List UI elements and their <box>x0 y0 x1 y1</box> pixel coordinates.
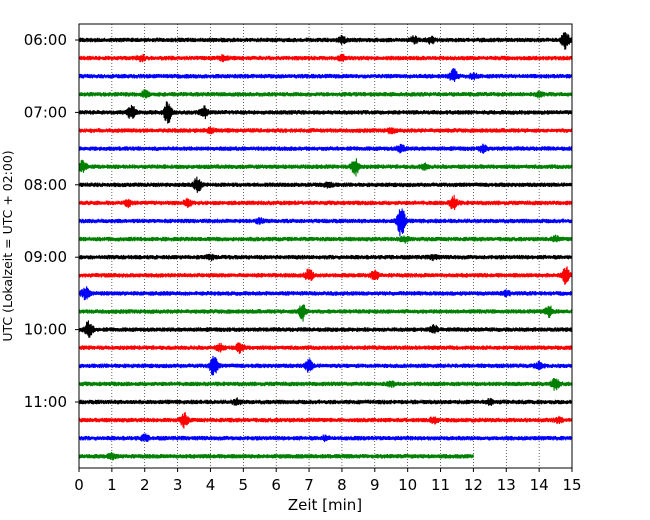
seismogram-trace <box>78 89 573 99</box>
seismogram-trace <box>78 53 573 63</box>
seismogram-traces <box>78 32 573 461</box>
seismogram-trace <box>78 304 573 322</box>
y-tick-label: 06:00 <box>24 31 67 49</box>
x-tick-label: 4 <box>206 476 216 494</box>
x-tick-label: 15 <box>562 476 581 494</box>
x-tick-label: 3 <box>173 476 183 494</box>
seismogram-trace <box>78 266 573 285</box>
y-tick-label: 09:00 <box>24 248 67 266</box>
y-tick-label: 08:00 <box>24 176 67 194</box>
seismogram-trace <box>78 378 573 391</box>
x-tick-label: 6 <box>271 476 281 494</box>
seismogram-trace <box>78 208 573 237</box>
x-tick-label: 14 <box>530 476 549 494</box>
seismogram-trace <box>78 412 573 429</box>
grid-lines <box>111 24 540 468</box>
seismogram-trace <box>78 32 573 50</box>
y-axis-ticks: 06:00 07:00 08:00 09:00 10:00 11:00 <box>24 31 79 411</box>
plot-frame <box>78 23 573 469</box>
seismogram-trace <box>78 126 573 135</box>
x-tick-label: 12 <box>464 476 483 494</box>
seismogram-trace <box>78 234 573 244</box>
seismogram-trace <box>78 143 573 154</box>
seismogram-trace <box>78 286 573 301</box>
x-tick-label: 0 <box>74 476 84 494</box>
x-tick-label: 7 <box>304 476 314 494</box>
seismogram-trace <box>78 342 573 354</box>
x-tick-label: 10 <box>398 476 417 494</box>
seismogram-trace <box>78 451 474 461</box>
seismogram-trace <box>78 176 573 193</box>
y-tick-label: 07:00 <box>24 103 67 121</box>
y-axis-label: UTC (Lokalzeit = UTC + 02:00) <box>0 150 15 341</box>
seismogram-trace <box>78 253 573 262</box>
y-tick-label: 11:00 <box>24 393 67 411</box>
x-tick-label: 8 <box>337 476 347 494</box>
seismogram-trace <box>78 67 573 82</box>
x-tick-label: 13 <box>497 476 516 494</box>
x-tick-label: 1 <box>107 476 117 494</box>
seismogram-trace <box>78 158 573 177</box>
x-tick-label: 2 <box>140 476 150 494</box>
seismogram-trace <box>78 194 573 210</box>
x-axis-ticks: 0 1 2 3 4 5 6 7 8 9 10 11 12 13 14 15 <box>74 468 582 494</box>
x-tick-label: 11 <box>431 476 450 494</box>
seismogram-trace <box>78 320 573 338</box>
x-axis-label: Zeit [min] <box>288 496 362 514</box>
seismogram-trace <box>78 433 573 443</box>
seismogram-trace <box>78 355 573 376</box>
x-tick-label: 9 <box>370 476 380 494</box>
seismogram-trace <box>78 101 573 124</box>
x-tick-label: 5 <box>239 476 249 494</box>
seismogram-trace <box>78 397 573 406</box>
y-tick-label: 10:00 <box>24 321 67 339</box>
